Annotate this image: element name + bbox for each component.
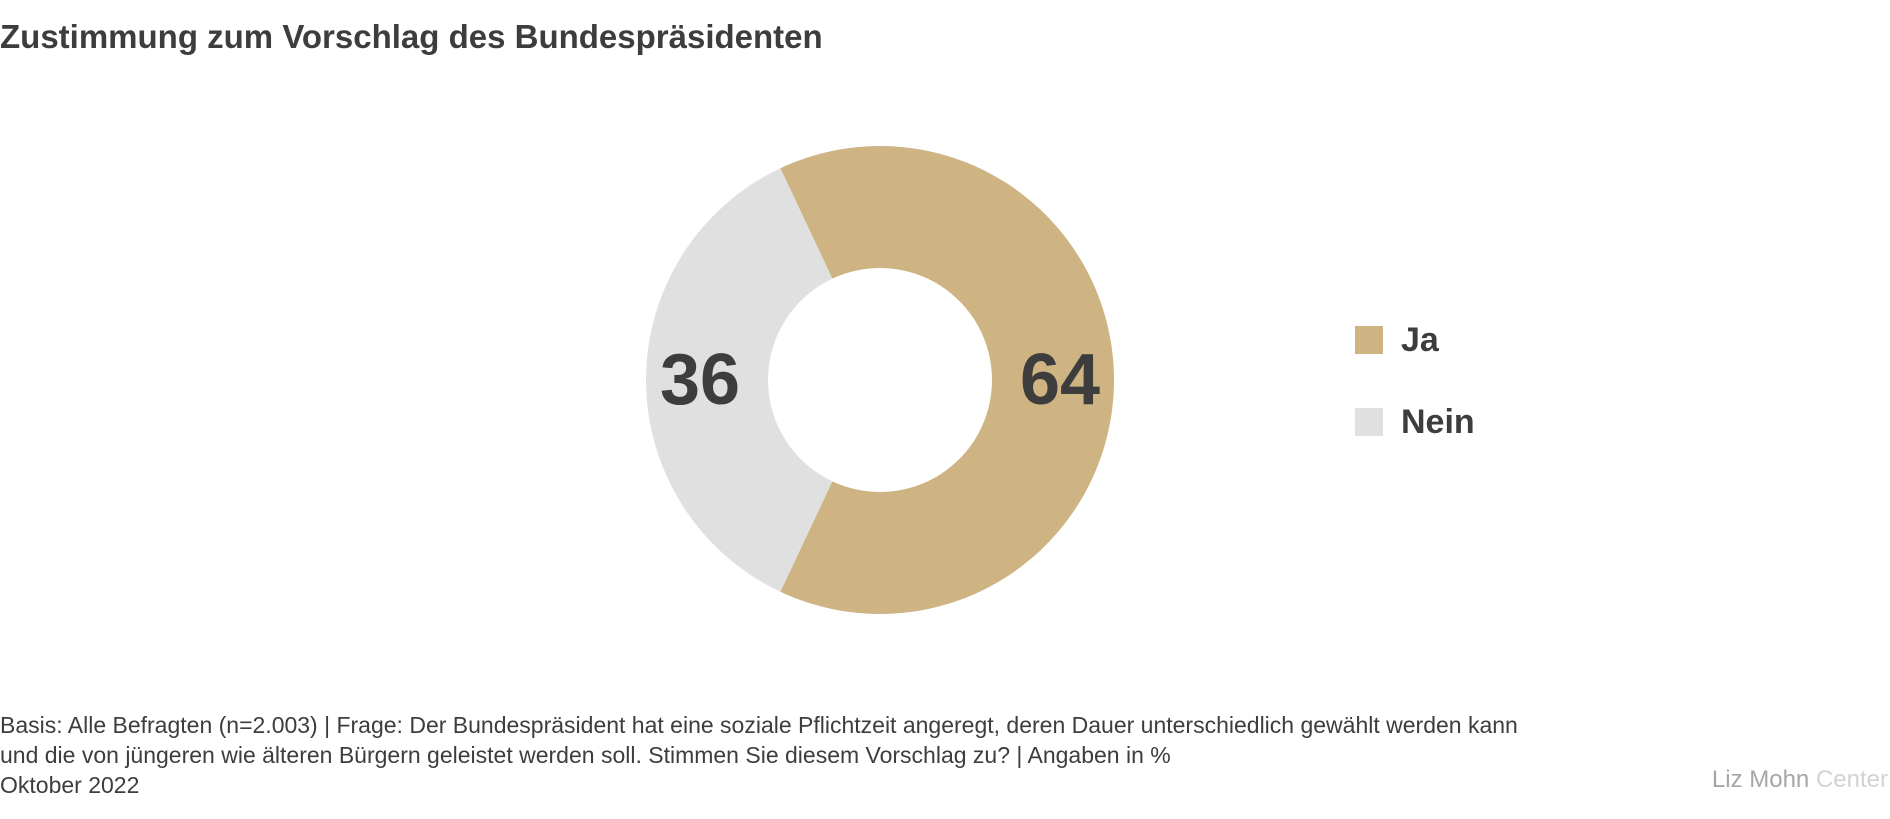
chart-title: Zustimmung zum Vorschlag des Bundespräsi… xyxy=(0,18,823,55)
footnote-line-1: Basis: Alle Befragten (n=2.003) | Frage:… xyxy=(0,712,1518,738)
donut-data-labels: 64 36 xyxy=(660,340,1100,420)
legend-swatch-nein xyxy=(1355,408,1383,436)
footnote-line-3: Oktober 2022 xyxy=(0,772,140,798)
donut-slice-ja[interactable] xyxy=(780,146,1114,615)
legend-swatch-ja xyxy=(1355,326,1383,354)
legend-item-nein[interactable]: Nein xyxy=(1355,400,1475,444)
donut-slices xyxy=(646,146,1114,615)
brand-logo-part-2: Center xyxy=(1815,766,1888,793)
legend-label-nein: Nein xyxy=(1401,402,1475,441)
legend: Ja Nein xyxy=(1355,318,1475,482)
legend-label-ja: Ja xyxy=(1401,320,1439,359)
data-label-nein: 36 xyxy=(660,340,740,420)
brand-logo: Liz Mohn Center xyxy=(1712,766,1888,794)
footnote-line-2: und die von jüngeren wie älteren Bürgern… xyxy=(0,742,1171,768)
donut-slice-nein[interactable] xyxy=(646,168,833,592)
legend-item-ja[interactable]: Ja xyxy=(1355,318,1475,362)
data-label-ja: 64 xyxy=(1020,340,1100,420)
footnote: Basis: Alle Befragten (n=2.003) | Frage:… xyxy=(0,710,1518,800)
brand-logo-part-1: Liz Mohn xyxy=(1711,766,1810,793)
